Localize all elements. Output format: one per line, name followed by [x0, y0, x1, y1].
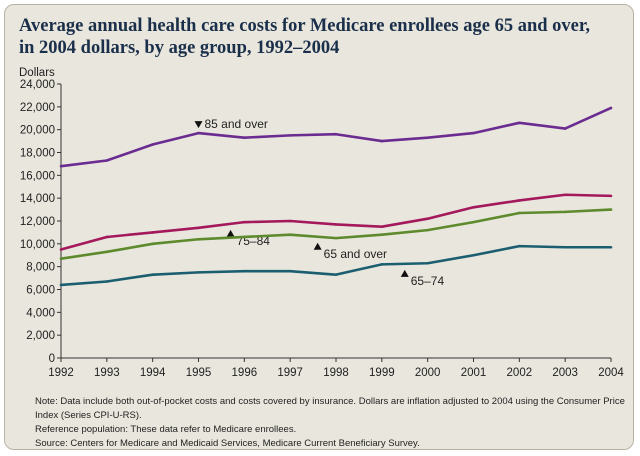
data-point: [563, 245, 567, 249]
data-point: [105, 235, 109, 239]
data-point: [609, 106, 613, 110]
data-point: [151, 242, 154, 246]
y-tick-label: 24,000: [20, 79, 55, 91]
data-point: [563, 127, 567, 130]
data-point: [518, 211, 521, 215]
note-text: Note: Data include both out-of-pocket co…: [35, 396, 625, 421]
data-point: [59, 257, 63, 260]
data-point: [334, 273, 338, 276]
data-point: [609, 245, 613, 249]
data-point: [426, 261, 429, 265]
x-tick-label: 1993: [94, 367, 120, 379]
data-point: [380, 139, 384, 143]
data-point: [426, 228, 429, 232]
figure-frame: Average annual health care costs for Med…: [4, 4, 634, 450]
data-point: [288, 233, 292, 236]
data-point: [472, 220, 475, 224]
x-tick-label: 2002: [507, 367, 533, 379]
x-tick-label: 1997: [277, 367, 303, 379]
y-tick-label: 22,000: [20, 102, 55, 114]
series-marker-arrow: [400, 269, 409, 277]
data-point: [518, 121, 521, 125]
x-tick-label: 1998: [323, 367, 349, 379]
data-point: [105, 250, 109, 254]
x-tick-label: 2003: [552, 367, 578, 379]
data-point: [380, 225, 384, 229]
data-point: [288, 219, 292, 223]
data-point: [59, 248, 63, 251]
data-point: [105, 159, 109, 162]
data-point: [243, 136, 246, 139]
y-tick-label: 10,000: [20, 239, 55, 251]
series-label: 85 and over: [205, 117, 268, 131]
data-point: [609, 208, 613, 211]
series-label: 65 and over: [324, 247, 387, 261]
data-point: [243, 269, 246, 273]
data-point: [334, 223, 338, 226]
data-point: [426, 136, 429, 139]
chart-title-line-1: Average annual health care costs for Med…: [19, 16, 591, 36]
series-marker-arrow: [226, 229, 235, 237]
data-point: [380, 233, 384, 236]
data-point: [59, 164, 63, 168]
data-point: [288, 269, 292, 273]
data-point: [426, 217, 429, 221]
data-point: [609, 194, 613, 198]
chart-title-line-2: in 2004 dollars, by age group, 1992–2004: [19, 38, 340, 58]
x-tick-label: 1994: [140, 367, 166, 379]
data-point: [243, 235, 246, 239]
y-tick-label: 16,000: [20, 170, 55, 182]
y-tick-label: 14,000: [20, 193, 55, 205]
data-point: [288, 134, 292, 137]
data-point: [151, 231, 154, 234]
x-tick-label: 2004: [598, 367, 624, 379]
line-chart: Dollars 0 2,000 4,000 6,000 8,000 10,000 12,000…: [19, 67, 624, 379]
y-tick-label: 0: [49, 353, 55, 365]
data-point: [472, 131, 475, 135]
y-tick-label: 4,000: [26, 307, 55, 319]
series-line-85-and-over: [60, 106, 612, 168]
data-point: [59, 283, 63, 287]
y-tick-label: 20,000: [20, 125, 55, 137]
data-point: [334, 236, 338, 240]
data-point: [334, 132, 338, 136]
data-point: [197, 237, 200, 241]
y-tick-label: 18,000: [20, 148, 55, 160]
source-text: Source: Centers for Medicare and Medicai…: [35, 438, 420, 449]
y-axis-label: Dollars: [19, 67, 55, 79]
x-tick-label: 1995: [186, 367, 212, 379]
y-tick-label: 2,000: [26, 330, 55, 342]
data-point: [105, 280, 109, 283]
data-point: [197, 131, 200, 135]
data-point: [197, 226, 200, 230]
series-line-75-84: [60, 193, 612, 251]
y-tick-label: 6,000: [26, 285, 55, 297]
x-tick-label: 1996: [232, 367, 258, 379]
data-point: [197, 271, 200, 274]
x-tick-label: 2001: [461, 367, 487, 379]
series-marker-arrow: [313, 242, 322, 250]
x-tick-label: 1999: [369, 367, 395, 379]
data-point: [472, 253, 475, 257]
data-point: [472, 206, 475, 209]
series-marker-arrow: [194, 121, 203, 129]
data-point: [518, 199, 521, 202]
reference-population-text: Reference population: These data refer t…: [35, 424, 297, 435]
y-tick-label: 8,000: [26, 262, 55, 274]
chart-notes: Note: Data include both out-of-pocket co…: [35, 395, 625, 449]
data-point: [563, 210, 567, 214]
data-point: [243, 220, 246, 224]
series-label: 65–74: [411, 274, 445, 288]
data-point: [151, 143, 154, 146]
y-tick-label: 12,000: [20, 216, 55, 228]
x-tick-label: 1992: [48, 367, 74, 379]
x-tick-label: 2000: [415, 367, 441, 379]
data-point: [563, 193, 567, 197]
data-point: [518, 244, 521, 248]
chart-title: Average annual health care costs for Med…: [19, 15, 619, 59]
data-point: [380, 263, 384, 266]
data-point: [151, 273, 154, 276]
